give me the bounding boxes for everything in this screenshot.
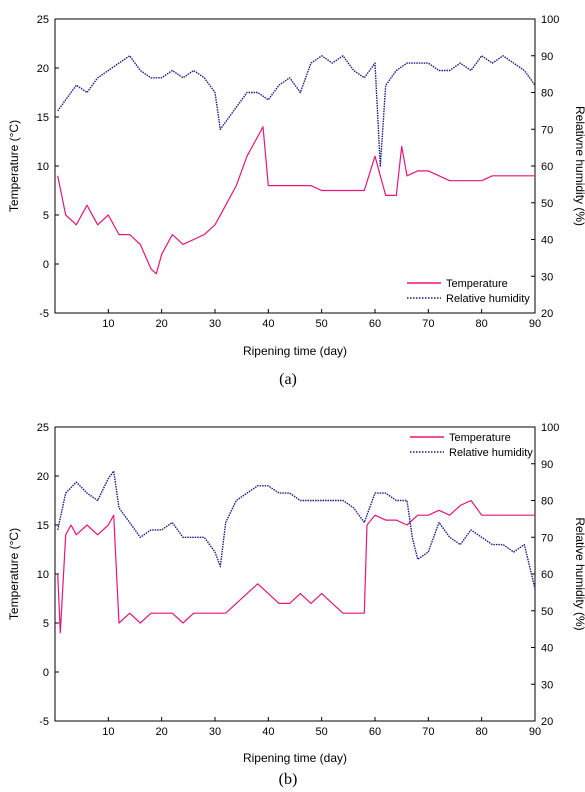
x-axis-ticks: 10 20 30 40 50 60 70 80 90 xyxy=(102,717,541,738)
x-tick-label: 30 xyxy=(209,318,221,330)
x-tick-label: 10 xyxy=(102,318,114,330)
x-tick-label: 80 xyxy=(476,726,488,738)
y-tick-label: 10 xyxy=(37,569,49,581)
x-tick-label: 50 xyxy=(316,318,328,330)
y2-axis-label: Relativne humidity (%) xyxy=(573,106,585,226)
y2-tick-label: 70 xyxy=(541,532,553,544)
y-tick-label: 0 xyxy=(43,667,49,679)
y-tick-label: 0 xyxy=(43,259,49,271)
y-tick-label: 10 xyxy=(37,161,49,173)
x-tick-label: 20 xyxy=(156,318,168,330)
x-tick-label: 20 xyxy=(156,726,168,738)
series-group xyxy=(58,471,535,633)
x-axis-ticks: 10 20 30 40 50 60 70 80 90 xyxy=(102,309,541,330)
x-tick-label: 10 xyxy=(102,726,114,738)
chart-panel-b: 10 20 30 40 50 60 70 80 90 -5 0 5 10 15 20 25 20 30 40 50… xyxy=(7,422,585,788)
legend-humidity-label: Relative humidity xyxy=(449,447,533,459)
y2-tick-label: 50 xyxy=(541,198,553,210)
x-tick-label: 40 xyxy=(262,726,274,738)
x-tick-label: 60 xyxy=(369,726,381,738)
y-tick-label: 15 xyxy=(37,112,49,124)
y2-tick-label: 60 xyxy=(541,569,553,581)
x-tick-label: 50 xyxy=(316,726,328,738)
y2-tick-label: 80 xyxy=(541,496,553,508)
y-tick-label: 25 xyxy=(37,422,49,434)
y-tick-label: 15 xyxy=(37,520,49,532)
y2-tick-label: 30 xyxy=(541,679,553,691)
legend-temperature-label: Temperature xyxy=(449,432,511,444)
x-tick-label: 40 xyxy=(262,318,274,330)
legend-humidity-label: Relative humidity xyxy=(446,293,530,305)
series-group xyxy=(58,56,535,274)
y2-tick-label: 60 xyxy=(541,161,553,173)
legend-temperature-label: Temperature xyxy=(446,278,508,290)
chart-panel-a: 10 20 30 40 50 60 70 80 90 -5 0 5 10 15 20 25 20 30 40 50… xyxy=(7,14,585,388)
y2-tick-label: 100 xyxy=(541,14,559,26)
y2-tick-label: 30 xyxy=(541,271,553,283)
temperature-series-line xyxy=(58,127,535,274)
plot-frame xyxy=(55,19,535,313)
humidity-series-line xyxy=(58,56,535,166)
panel-caption: (a) xyxy=(279,371,297,388)
y2-tick-label: 70 xyxy=(541,124,553,136)
legend: Temperature Relative humidity xyxy=(410,432,533,459)
y2-tick-label: 40 xyxy=(541,643,553,655)
plot-frame xyxy=(55,427,535,721)
y-tick-label: -5 xyxy=(39,716,49,728)
y-tick-label: 5 xyxy=(43,618,49,630)
y-tick-label: -5 xyxy=(39,308,49,320)
y-axis-label: Temperature (°C) xyxy=(7,120,21,212)
y-tick-label: 25 xyxy=(37,14,49,26)
y-axis-label: Temperature (°C) xyxy=(7,528,21,620)
y2-tick-label: 20 xyxy=(541,308,553,320)
y2-tick-label: 80 xyxy=(541,88,553,100)
y-tick-label: 20 xyxy=(37,471,49,483)
y2-tick-label: 40 xyxy=(541,235,553,247)
y-axis-ticks: -5 0 5 10 15 20 25 xyxy=(37,14,59,320)
y-tick-label: 20 xyxy=(37,63,49,75)
legend: Temperature Relative humidity xyxy=(407,278,530,305)
y-tick-label: 5 xyxy=(43,210,49,222)
x-axis-label: Ripening time (day) xyxy=(243,344,347,358)
panel-caption: (b) xyxy=(279,771,298,788)
x-axis-label: Ripening time (day) xyxy=(243,751,347,765)
humidity-series-line xyxy=(58,471,535,589)
y2-tick-label: 20 xyxy=(541,716,553,728)
x-tick-label: 70 xyxy=(422,726,434,738)
y2-tick-label: 50 xyxy=(541,606,553,618)
y2-tick-label: 90 xyxy=(541,51,553,63)
x-tick-label: 90 xyxy=(529,726,541,738)
y2-tick-label: 90 xyxy=(541,459,553,471)
y-axis-ticks: -5 0 5 10 15 20 25 xyxy=(37,422,59,728)
x-tick-label: 80 xyxy=(476,318,488,330)
x-tick-label: 70 xyxy=(422,318,434,330)
x-tick-label: 30 xyxy=(209,726,221,738)
temperature-series-line xyxy=(58,501,535,633)
x-tick-label: 90 xyxy=(529,318,541,330)
x-tick-label: 60 xyxy=(369,318,381,330)
y2-tick-label: 100 xyxy=(541,422,559,434)
y2-axis-label: Relative humidity (%) xyxy=(573,517,585,630)
